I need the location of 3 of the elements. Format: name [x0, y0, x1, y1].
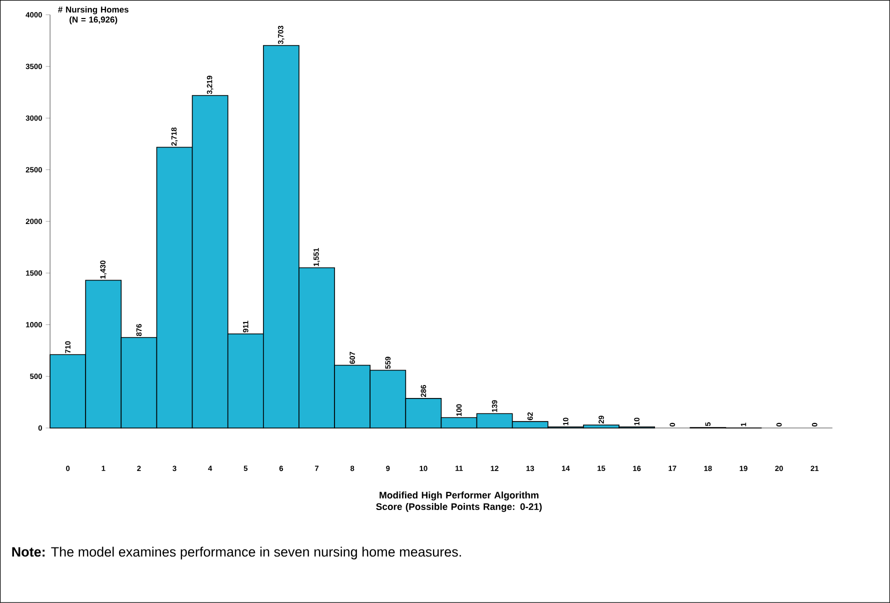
- y-axis-title: # Nursing Homes (N = 16,926): [58, 6, 128, 24]
- x-axis-title: Modified High Performer Algorithm Score (Possible Points Range: 0-21): [376, 492, 542, 512]
- text: Note: The model examines performance in seven nursing home measures.: [12, 546, 461, 560]
